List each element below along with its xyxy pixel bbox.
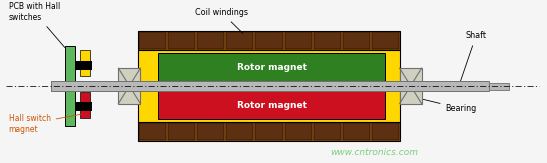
Bar	[158, 53, 385, 81]
Bar	[255, 123, 283, 140]
Text: Rotor magnet: Rotor magnet	[236, 101, 306, 110]
Text: Rotor magnet: Rotor magnet	[236, 63, 306, 72]
Bar	[284, 123, 312, 140]
Bar	[138, 122, 400, 141]
Bar	[138, 31, 400, 50]
Bar	[342, 123, 370, 140]
Bar	[313, 123, 341, 140]
Bar	[80, 92, 90, 118]
Bar	[490, 83, 509, 90]
Bar	[371, 123, 399, 140]
Bar	[168, 32, 195, 49]
Text: Coil windings: Coil windings	[195, 8, 248, 34]
Text: Hall switch
magnet: Hall switch magnet	[9, 114, 81, 133]
Bar	[74, 102, 92, 111]
Text: Shaft: Shaft	[461, 31, 486, 81]
Bar	[226, 123, 253, 140]
Bar	[313, 32, 341, 49]
Bar	[400, 68, 422, 104]
Bar	[284, 32, 312, 49]
Bar	[255, 32, 283, 49]
Bar	[197, 32, 224, 49]
Bar	[371, 32, 399, 49]
Bar	[226, 32, 253, 49]
Text: www.cntronics.com: www.cntronics.com	[330, 148, 418, 157]
Bar	[158, 91, 385, 119]
Bar	[118, 68, 141, 104]
Bar	[74, 81, 92, 90]
Bar	[74, 61, 92, 70]
Bar	[139, 32, 166, 49]
Text: PCB with Hall
switches: PCB with Hall switches	[9, 2, 65, 47]
Bar	[168, 123, 195, 140]
Bar	[197, 123, 224, 140]
Text: Bearing: Bearing	[420, 99, 477, 113]
Bar	[65, 46, 74, 126]
Bar	[80, 50, 90, 76]
Bar	[139, 123, 166, 140]
Bar	[50, 81, 490, 91]
Bar	[138, 50, 400, 122]
Bar	[342, 32, 370, 49]
